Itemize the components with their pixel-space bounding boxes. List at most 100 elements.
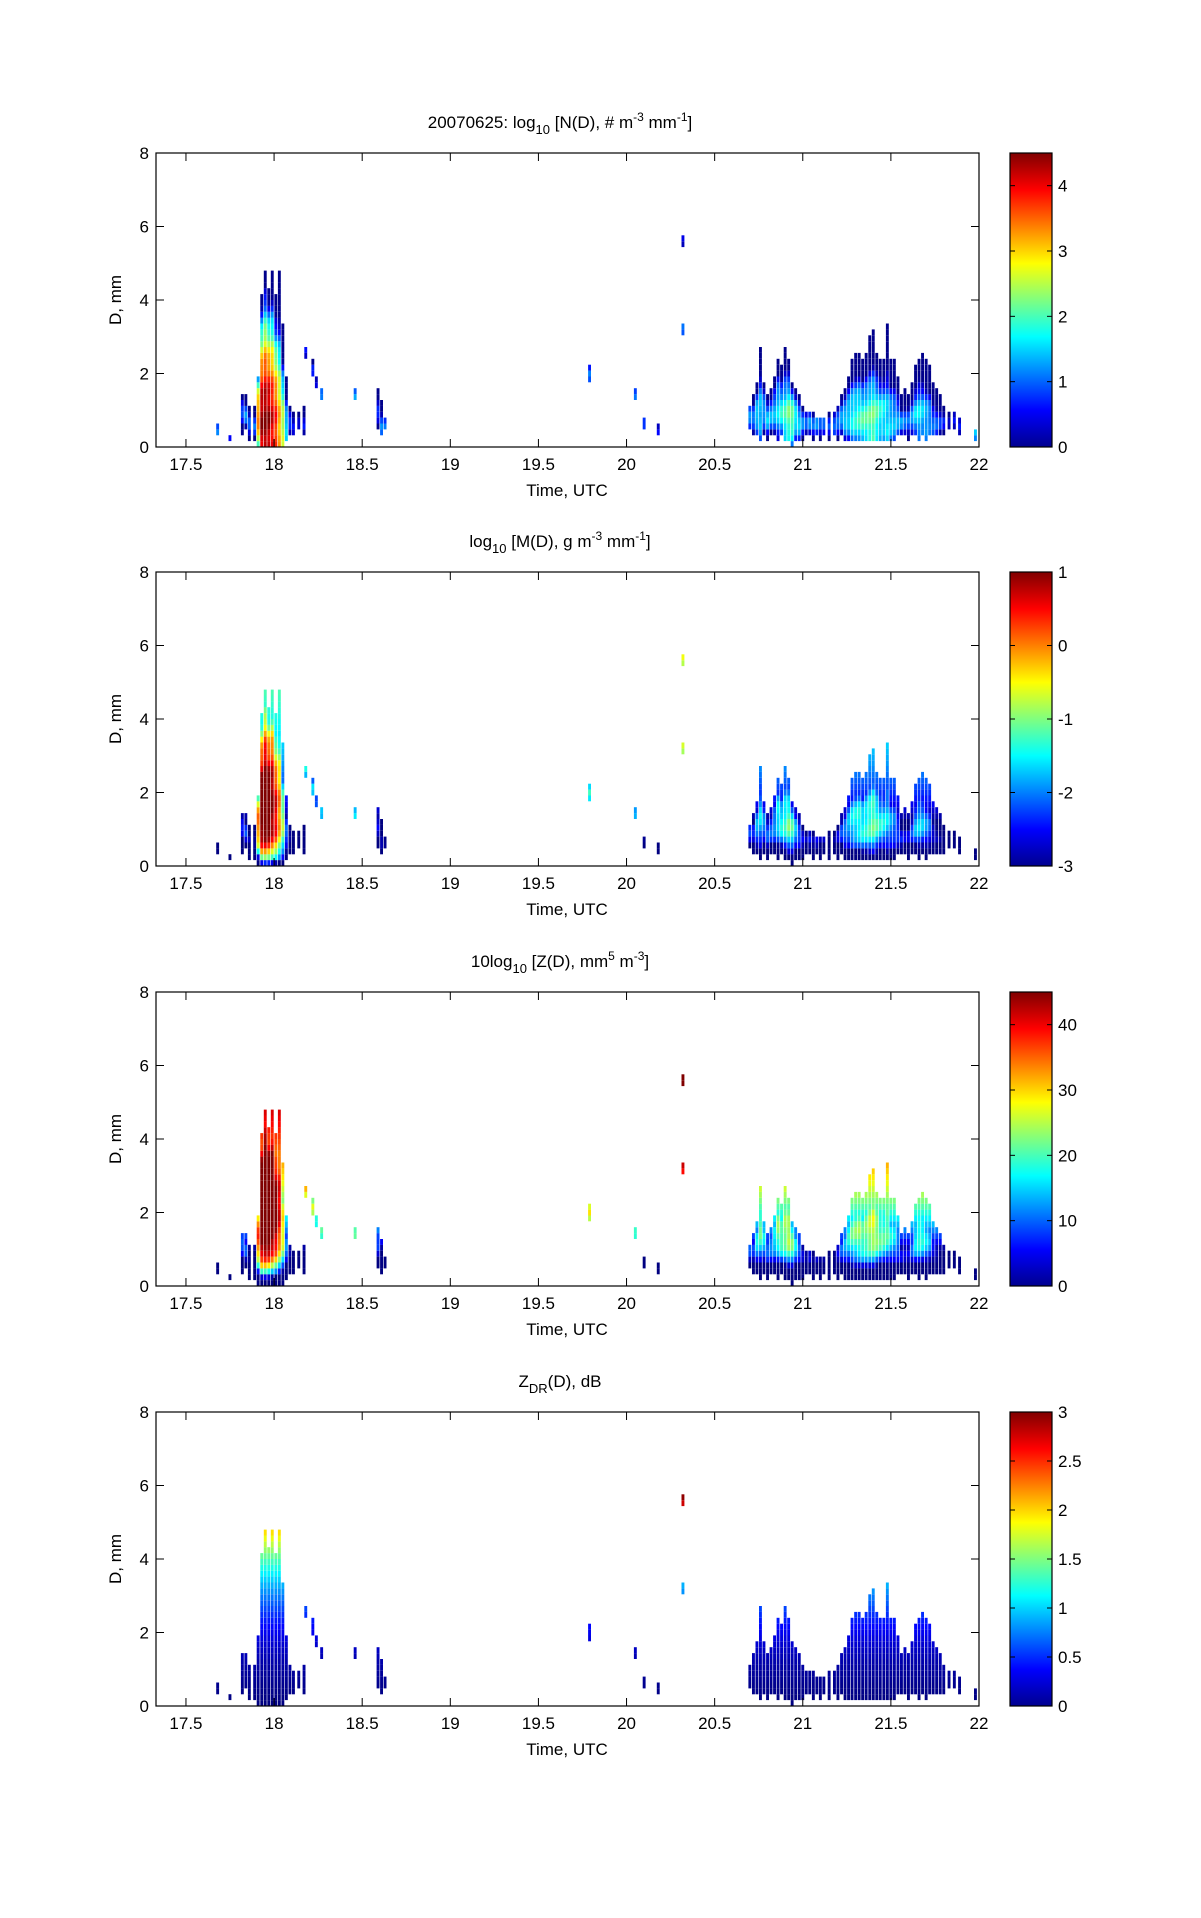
heatmap-cell — [244, 1670, 248, 1677]
heatmap-cell — [924, 836, 928, 843]
heatmap-cell — [896, 1250, 900, 1257]
heatmap-cell — [815, 1268, 819, 1275]
heatmap-cell — [270, 724, 274, 731]
heatmap-cell — [892, 400, 896, 406]
heatmap-cell — [766, 1659, 769, 1665]
heatmap-cell — [256, 1221, 260, 1228]
heatmap-cell — [924, 370, 928, 377]
heatmap-cell — [850, 1239, 854, 1245]
heatmap-cell — [875, 1611, 879, 1618]
heatmap-cell — [783, 836, 787, 843]
heatmap-cell — [836, 1670, 840, 1677]
heatmap-cell — [910, 411, 914, 418]
heatmap-cell — [907, 1688, 910, 1695]
heatmap-cell — [875, 1688, 879, 1695]
heatmap-cell — [244, 813, 248, 819]
heatmap-cell — [942, 1244, 946, 1251]
heatmap-cell — [864, 1611, 868, 1618]
heatmap-cell — [871, 423, 875, 430]
heatmap-cell — [270, 1150, 274, 1157]
heatmap-cell — [274, 358, 278, 365]
heatmap-cell — [896, 807, 900, 814]
heatmap-cell — [270, 1682, 274, 1689]
heatmap-cell — [885, 777, 889, 784]
heatmap-cell — [270, 400, 274, 406]
x-tick-label: 19 — [441, 1714, 460, 1733]
heatmap-cell — [759, 783, 762, 790]
heatmap-cell — [875, 813, 879, 819]
heatmap-cell — [376, 411, 380, 418]
heatmap-cell — [928, 1664, 932, 1671]
heatmap-cell — [914, 1209, 917, 1216]
heatmap-cell — [270, 713, 274, 719]
y-tick-label: 4 — [140, 1130, 149, 1149]
heatmap-cell — [787, 435, 791, 442]
heatmap-cell — [263, 801, 267, 808]
heatmap-cell — [900, 824, 903, 831]
heatmap-cell — [921, 848, 924, 855]
heatmap-cell — [263, 1180, 267, 1187]
heatmap-cell — [759, 382, 762, 389]
heatmap-cell — [917, 1629, 921, 1636]
heatmap-cell — [216, 848, 220, 855]
heatmap-cell — [892, 417, 896, 424]
heatmap-cell — [253, 1250, 257, 1257]
colorbar-tick-label: 2 — [1058, 1501, 1067, 1520]
heatmap-cell — [260, 1611, 264, 1618]
heatmap-cell — [270, 789, 274, 796]
heatmap-cell — [935, 1256, 939, 1263]
panel-dBZ: 10log10 [Z(D), mm5 m-3]17.5 18 18.5 19 19.5 2… — [106, 949, 1077, 1339]
heatmap-cell — [935, 836, 939, 843]
heatmap-cell — [748, 411, 752, 418]
heatmap-cell — [776, 830, 780, 837]
heatmap-cell — [843, 1688, 847, 1695]
heatmap-cell — [267, 1150, 271, 1157]
heatmap-cell — [878, 1635, 882, 1642]
heatmap-cell — [256, 1700, 260, 1706]
x-tick-label: 18.5 — [346, 1294, 379, 1313]
heatmap-cell — [917, 400, 921, 406]
heatmap-cell — [314, 801, 318, 808]
heatmap-cell — [759, 1670, 762, 1677]
heatmap-cell — [928, 382, 932, 389]
heatmap-cell — [864, 352, 868, 359]
heatmap-cell — [942, 1682, 946, 1689]
heatmap-cell — [811, 1256, 815, 1263]
x-axis-label: Time, UTC — [526, 1740, 608, 1759]
heatmap-cell — [277, 819, 281, 825]
heatmap-cell — [380, 429, 383, 436]
heatmap-cell — [284, 411, 288, 418]
heatmap-cell — [277, 1256, 281, 1263]
heatmap-cell — [277, 689, 281, 696]
heatmap-cell — [794, 1268, 798, 1275]
heatmap-cell — [274, 724, 278, 731]
heatmap-cell — [297, 830, 301, 837]
heatmap-cell — [847, 836, 850, 843]
heatmap-cell — [864, 1676, 868, 1683]
heatmap-cell — [871, 795, 875, 802]
heatmap-cell — [759, 1676, 762, 1683]
heatmap-cell — [857, 1676, 861, 1683]
heatmap-cell — [868, 341, 872, 348]
heatmap-cell — [270, 441, 274, 447]
heatmap-cell — [267, 370, 271, 377]
heatmap-cell — [917, 1239, 921, 1245]
heatmap-cell — [284, 417, 288, 424]
heatmap-cell — [270, 382, 274, 389]
heatmap-cell — [882, 1653, 886, 1659]
heatmap-cell — [861, 1250, 865, 1257]
heatmap-cell — [277, 789, 281, 796]
x-tick-label: 19.5 — [522, 1714, 555, 1733]
heatmap-cell — [263, 1535, 267, 1542]
heatmap-cell — [253, 435, 257, 442]
heatmap-cell — [801, 824, 805, 831]
heatmap-cell — [850, 1268, 854, 1275]
y-axis-label: D, mm — [106, 1534, 125, 1584]
heatmap-cell — [766, 842, 769, 849]
heatmap-cell — [787, 394, 791, 400]
heatmap-cell — [938, 1256, 942, 1263]
heatmap-cell — [260, 1191, 264, 1198]
heatmap-cell — [917, 382, 921, 389]
heatmap-cell — [277, 435, 281, 442]
heatmap-cell — [938, 429, 942, 436]
